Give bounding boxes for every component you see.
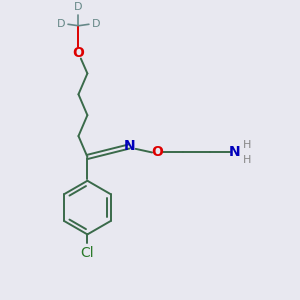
Text: H: H bbox=[243, 155, 252, 165]
Text: O: O bbox=[73, 46, 84, 60]
Text: D: D bbox=[74, 2, 83, 12]
Text: N: N bbox=[229, 146, 241, 159]
Text: N: N bbox=[123, 140, 135, 154]
Text: O: O bbox=[152, 146, 164, 159]
Text: Cl: Cl bbox=[81, 246, 94, 260]
Text: H: H bbox=[243, 140, 252, 150]
Text: D: D bbox=[92, 19, 100, 29]
Text: D: D bbox=[56, 19, 65, 29]
